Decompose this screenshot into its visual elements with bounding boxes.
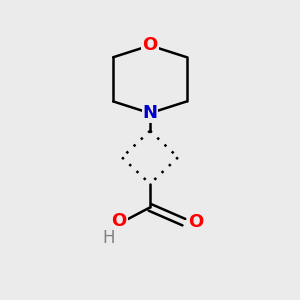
Text: N: N <box>142 104 158 122</box>
Text: O: O <box>142 37 158 55</box>
Text: O: O <box>188 213 203 231</box>
Text: H: H <box>103 229 115 247</box>
Text: O: O <box>112 212 127 230</box>
